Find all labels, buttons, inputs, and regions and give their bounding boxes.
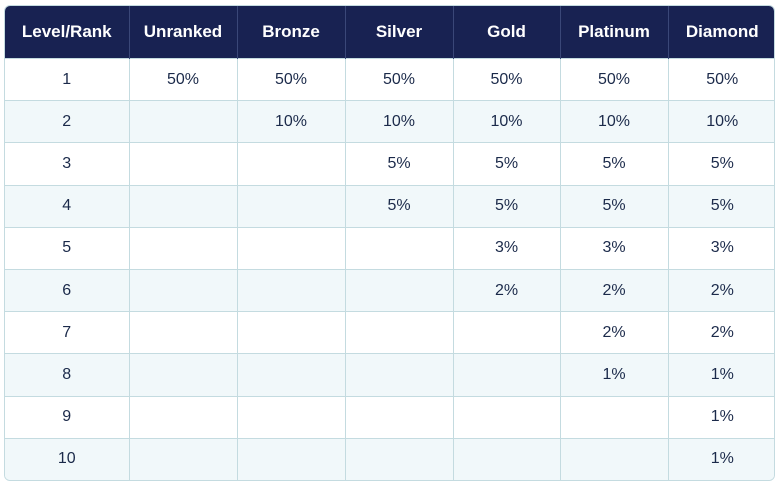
cell-unranked <box>129 226 238 270</box>
header-platinum: Platinum <box>560 6 669 59</box>
cell-unranked <box>129 142 238 186</box>
cell-silver <box>345 226 454 270</box>
commission-rate-table: Level/Rank Unranked Bronze Silver Gold P… <box>5 6 774 480</box>
header-silver: Silver <box>345 6 454 59</box>
cell-platinum: 5% <box>560 142 669 186</box>
table-row: 9 1% <box>5 395 774 439</box>
commission-table-container: Level/Rank Unranked Bronze Silver Gold P… <box>4 5 775 481</box>
table-row: 5 3% 3% 3% <box>5 226 774 270</box>
cell-unranked: 50% <box>129 57 238 101</box>
cell-silver <box>345 395 454 439</box>
table-body: 1 50% 50% 50% 50% 50% 50% 2 10% 10% 10% 10% 10% 3 5% 5%… <box>5 57 774 480</box>
cell-silver: 5% <box>345 142 454 186</box>
cell-gold: 5% <box>453 142 561 186</box>
table-row: 8 1% 1% <box>5 353 774 396</box>
cell-gold: 3% <box>453 226 561 270</box>
cell-platinum: 1% <box>560 353 669 396</box>
cell-diamond: 10% <box>668 100 774 143</box>
table-row: 4 5% 5% 5% 5% <box>5 184 774 228</box>
cell-bronze <box>237 395 346 439</box>
cell-platinum: 3% <box>560 226 669 270</box>
cell-diamond: 3% <box>668 226 774 270</box>
cell-level: 2 <box>5 100 130 143</box>
cell-level: 1 <box>5 57 130 101</box>
cell-gold: 50% <box>453 57 561 101</box>
cell-bronze <box>237 142 346 186</box>
cell-silver <box>345 353 454 396</box>
cell-bronze <box>237 353 346 396</box>
table-row: 6 2% 2% 2% <box>5 268 774 312</box>
cell-unranked <box>129 100 238 143</box>
cell-unranked <box>129 395 238 439</box>
cell-unranked <box>129 184 238 228</box>
cell-platinum: 10% <box>560 100 669 143</box>
cell-platinum <box>560 395 669 439</box>
cell-silver: 10% <box>345 100 454 143</box>
table-row: 2 10% 10% 10% 10% 10% <box>5 100 774 143</box>
table-row: 10 1% <box>5 437 774 480</box>
cell-bronze: 10% <box>237 100 346 143</box>
table-row: 7 2% 2% <box>5 311 774 354</box>
header-level-rank: Level/Rank <box>5 6 130 59</box>
cell-gold <box>453 353 561 396</box>
table-row: 1 50% 50% 50% 50% 50% 50% <box>5 57 774 101</box>
cell-level: 9 <box>5 395 130 439</box>
cell-diamond: 1% <box>668 395 774 439</box>
cell-level: 7 <box>5 311 130 354</box>
table-row: 3 5% 5% 5% 5% <box>5 142 774 186</box>
cell-diamond: 2% <box>668 268 774 312</box>
cell-diamond: 1% <box>668 353 774 396</box>
cell-level: 3 <box>5 142 130 186</box>
cell-unranked <box>129 311 238 354</box>
header-unranked: Unranked <box>129 6 238 59</box>
cell-silver <box>345 437 454 480</box>
cell-bronze <box>237 268 346 312</box>
cell-diamond: 5% <box>668 142 774 186</box>
cell-level: 5 <box>5 226 130 270</box>
cell-unranked <box>129 437 238 480</box>
cell-gold: 2% <box>453 268 561 312</box>
cell-silver <box>345 268 454 312</box>
cell-diamond: 5% <box>668 184 774 228</box>
cell-gold: 10% <box>453 100 561 143</box>
cell-gold <box>453 437 561 480</box>
cell-level: 10 <box>5 437 130 480</box>
cell-silver <box>345 311 454 354</box>
cell-diamond: 2% <box>668 311 774 354</box>
cell-level: 4 <box>5 184 130 228</box>
cell-gold <box>453 311 561 354</box>
cell-silver: 50% <box>345 57 454 101</box>
cell-bronze <box>237 437 346 480</box>
cell-level: 6 <box>5 268 130 312</box>
cell-gold <box>453 395 561 439</box>
cell-diamond: 1% <box>668 437 774 480</box>
header-gold: Gold <box>453 6 561 59</box>
cell-platinum: 5% <box>560 184 669 228</box>
cell-platinum: 2% <box>560 311 669 354</box>
cell-bronze: 50% <box>237 57 346 101</box>
cell-bronze <box>237 184 346 228</box>
header-bronze: Bronze <box>237 6 346 59</box>
table-header-row: Level/Rank Unranked Bronze Silver Gold P… <box>5 6 774 59</box>
cell-silver: 5% <box>345 184 454 228</box>
cell-unranked <box>129 353 238 396</box>
cell-platinum: 50% <box>560 57 669 101</box>
cell-bronze <box>237 226 346 270</box>
cell-level: 8 <box>5 353 130 396</box>
header-diamond: Diamond <box>668 6 774 59</box>
cell-unranked <box>129 268 238 312</box>
cell-gold: 5% <box>453 184 561 228</box>
cell-platinum: 2% <box>560 268 669 312</box>
cell-bronze <box>237 311 346 354</box>
cell-diamond: 50% <box>668 57 774 101</box>
cell-platinum <box>560 437 669 480</box>
